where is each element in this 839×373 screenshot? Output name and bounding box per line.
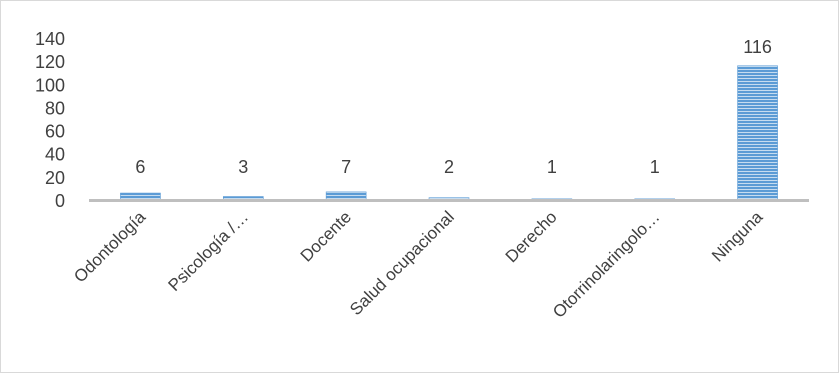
- x-category-label-derecho: Derecho: [502, 207, 561, 266]
- data-label-derecho: 1: [547, 157, 557, 177]
- data-label-docente: 7: [341, 157, 351, 177]
- y-tick-label-20: 20: [45, 168, 65, 188]
- data-label-psicologia: 3: [238, 157, 248, 177]
- y-tick-label-40: 40: [45, 145, 65, 165]
- y-axis-tick-labels: 0 20 40 60 80 100 120 140: [35, 29, 65, 211]
- bar-ninguna: [737, 65, 778, 201]
- x-category-label-docente: Docente: [297, 207, 355, 265]
- data-labels-group: 6 3 7 2 1 1 116: [135, 37, 772, 177]
- y-tick-label-80: 80: [45, 98, 65, 118]
- data-label-otorrinolaringolo: 1: [650, 157, 660, 177]
- y-tick-label-120: 120: [35, 52, 65, 72]
- bar-docente: [325, 191, 367, 201]
- x-category-label-salud-ocupacional: Salud ocupacional: [346, 207, 458, 319]
- y-tick-label-60: 60: [45, 122, 65, 142]
- x-category-label-otorrinolaringolo: Otorrinolaringolo…: [549, 207, 663, 321]
- bar-odontologia: [120, 192, 161, 201]
- x-category-label-psicologia: Psicología /…: [165, 207, 253, 295]
- data-label-salud-ocupacional: 2: [444, 157, 454, 177]
- y-tick-label-100: 100: [35, 75, 65, 95]
- data-label-ninguna: 116: [743, 37, 772, 57]
- y-tick-label-140: 140: [35, 29, 65, 49]
- x-category-label-ninguna: Ninguna: [708, 207, 767, 266]
- x-category-label-odontologia: Odontología: [70, 207, 149, 286]
- data-label-odontologia: 6: [135, 157, 145, 177]
- y-tick-label-0: 0: [55, 191, 65, 211]
- bars-group: [120, 65, 778, 201]
